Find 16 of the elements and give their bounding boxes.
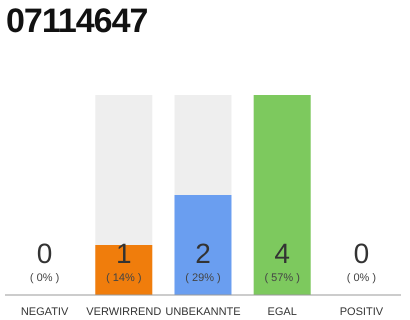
data-label: 0 — [36, 238, 52, 269]
x-tick-label: NEGATIV — [20, 306, 69, 318]
x-tick-label: POSITIV — [340, 306, 384, 318]
annotation: ( 0% ) — [30, 272, 60, 284]
annotation: ( 0% ) — [346, 272, 376, 284]
data-label: 0 — [354, 238, 370, 269]
annotation: ( 14% ) — [106, 272, 142, 284]
data-label: 4 — [274, 238, 290, 269]
x-tick-label: UNBEKANNTE — [165, 306, 241, 318]
x-tick-label: EGAL — [268, 306, 297, 318]
annotation: ( 29% ) — [185, 272, 221, 284]
data-label: 2 — [195, 238, 211, 269]
x-tick-label: VERWIRREND — [86, 306, 162, 318]
annotation: ( 57% ) — [264, 272, 300, 284]
data-label: 1 — [116, 238, 132, 269]
chart-title: 07114647 — [6, 2, 148, 41]
